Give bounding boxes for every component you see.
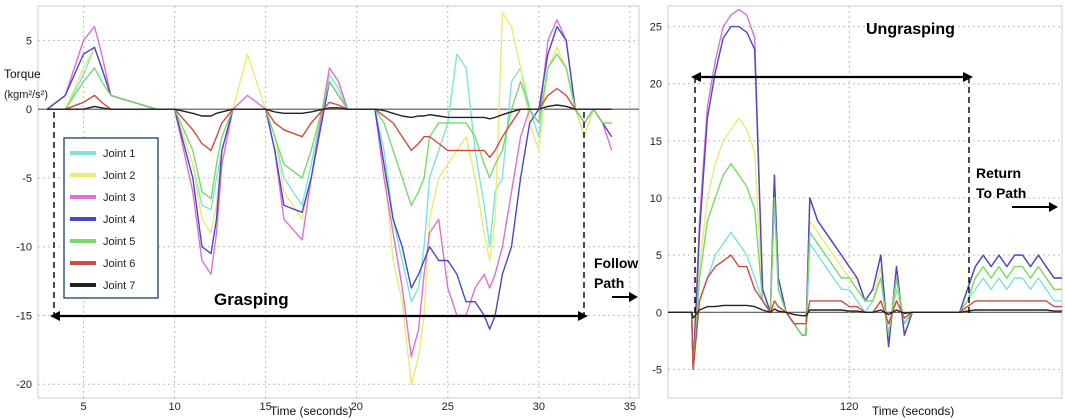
legend-label: Joint 6 [103, 258, 135, 270]
legend-label: Joint 5 [103, 236, 135, 248]
y-tick-label: -10 [16, 242, 32, 254]
left-ticks: 5 0 -5 -10 -15 -20 5 10 15 20 25 30 35 [16, 35, 636, 413]
series-line-6 [668, 254, 1062, 371]
x-tick-label: 35 [624, 401, 636, 413]
x-tick-label: 30 [533, 401, 545, 413]
right-plot-frame [667, 5, 1063, 399]
y-tick-label: 10 [650, 193, 662, 205]
ungrasping-arrowhead-left [691, 72, 701, 82]
y-tick-label: -20 [16, 379, 32, 391]
return-label-1: Return [976, 165, 1021, 181]
legend-label: Joint 4 [103, 214, 135, 226]
legend: Joint 1 Joint 2 Joint 3 Joint 4 Joint 5 Joint… [63, 137, 159, 299]
left-ylabel: Torque [4, 67, 41, 81]
x-tick-label: 10 [168, 401, 180, 413]
grasping-arrowhead-right [578, 311, 588, 321]
right-ticks: 25 20 15 10 5 0 -5 120 [650, 22, 859, 413]
series-line-7 [668, 304, 1062, 319]
series-line-1 [668, 197, 1062, 371]
left-xlabel: Time (seconds) [270, 404, 352, 418]
left-series [46, 12, 613, 385]
series-line-4 [668, 25, 1062, 371]
right-xlabel: Time (seconds) [872, 404, 954, 418]
series-line-2 [668, 117, 1062, 371]
follow-path-label-2: Path [594, 275, 624, 291]
legend-label: Joint 7 [103, 280, 135, 292]
follow-path-arrowhead [629, 292, 638, 302]
series-line-5 [668, 162, 1062, 371]
series-line-7 [47, 104, 612, 120]
right-grid [668, 6, 1062, 398]
y-tick-label: 20 [650, 79, 662, 91]
y-tick-label: -5 [652, 364, 662, 376]
y-tick-label: -15 [16, 310, 32, 322]
left-ylabel-unit: (kgm²/s²) [4, 89, 48, 101]
x-tick-label: 20 [351, 401, 363, 413]
y-tick-label: 5 [26, 35, 32, 47]
y-tick-label: 25 [650, 22, 662, 34]
series-line-5 [47, 53, 612, 207]
grasping-label: Grasping [214, 290, 289, 309]
x-tick-label: 25 [442, 401, 454, 413]
y-tick-label: 0 [26, 104, 32, 116]
ungrasping-arrowhead-right [963, 72, 973, 82]
y-tick-label: -5 [22, 173, 32, 185]
return-arrowhead [1049, 202, 1058, 212]
legend-label: Joint 1 [103, 148, 135, 160]
y-tick-label: 15 [650, 136, 662, 148]
follow-path-label-1: Follow [594, 255, 638, 271]
legend-label: Joint 2 [103, 170, 135, 182]
right-series [668, 8, 1062, 371]
return-label-2: To Path [976, 185, 1026, 201]
series-line-2 [47, 12, 612, 385]
y-tick-label: 0 [656, 307, 662, 319]
panel-separator [644, 0, 649, 420]
y-tick-label: 5 [656, 250, 662, 262]
series-line-4 [46, 25, 613, 330]
legend-label: Joint 3 [103, 192, 135, 204]
x-tick-label: 15 [260, 401, 272, 413]
x-tick-label: 5 [80, 401, 86, 413]
ungrasping-label: Ungrasping [866, 21, 955, 38]
grasping-arrowhead-left [50, 311, 60, 321]
x-tick-label: 120 [840, 401, 858, 413]
left-plot-frame [37, 5, 640, 399]
